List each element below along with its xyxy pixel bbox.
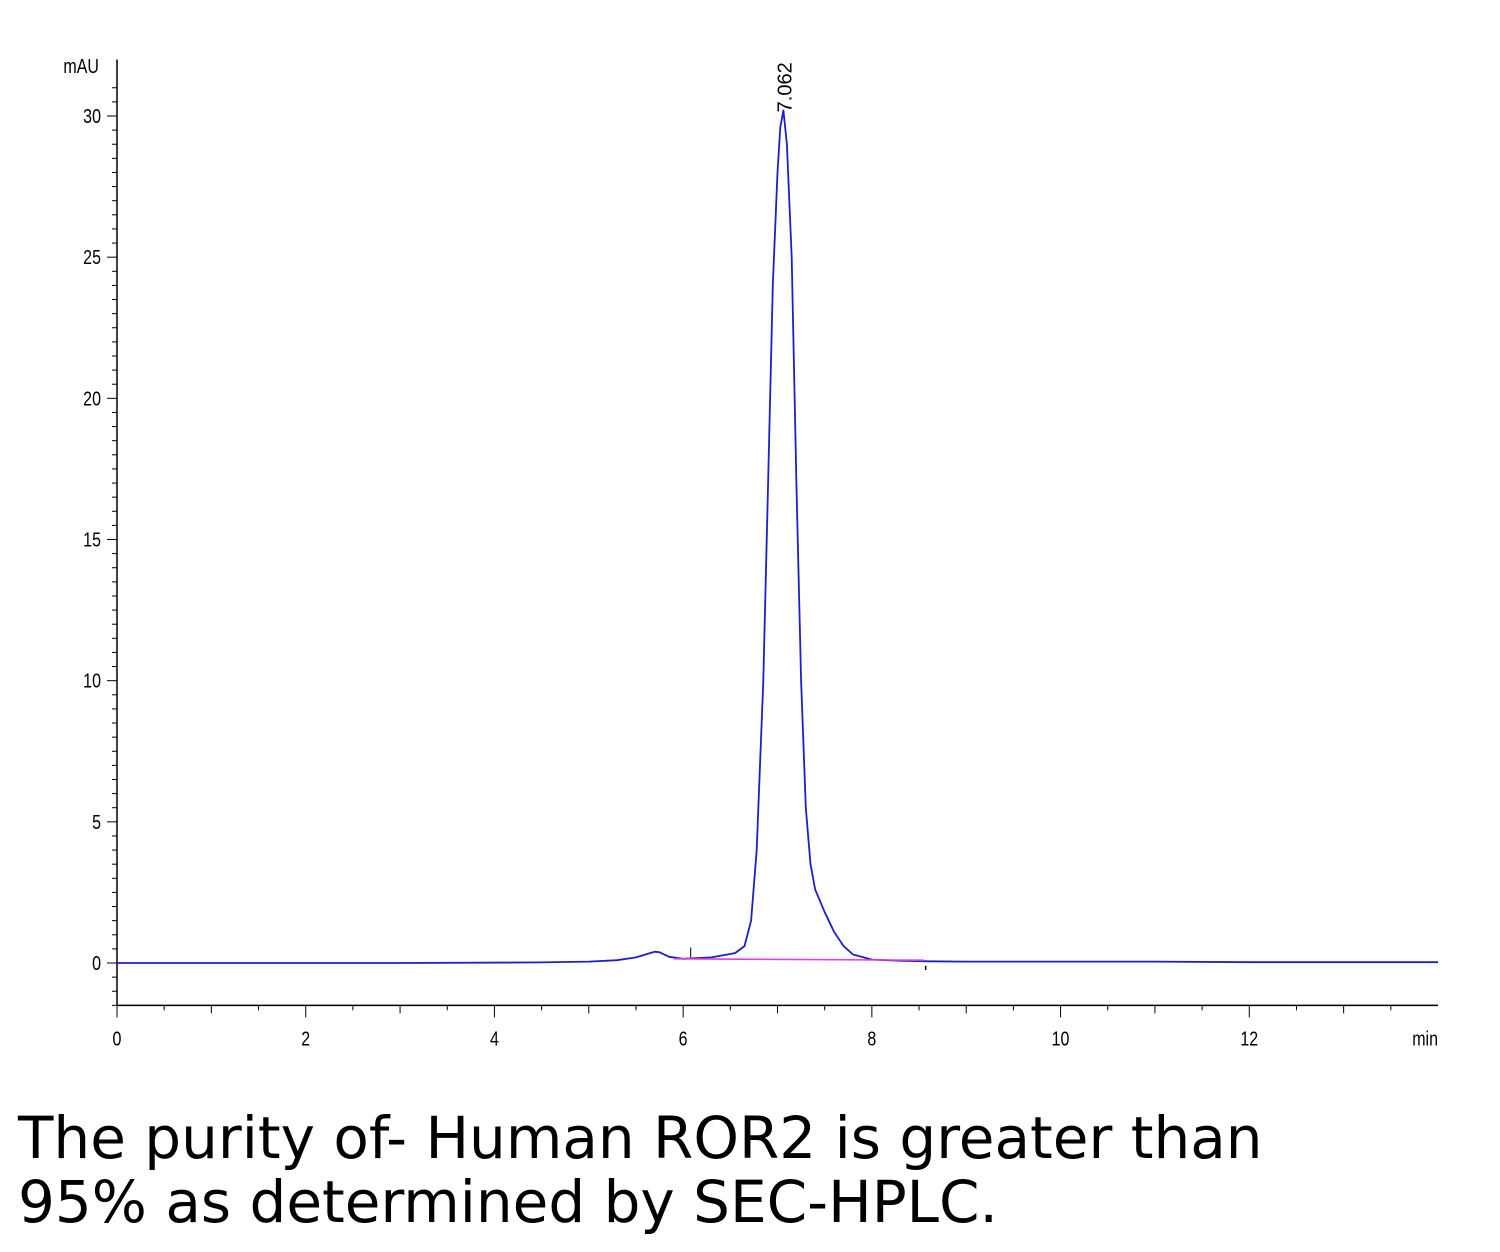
- chromatogram-trace: [117, 109, 1438, 964]
- tick-labels: 0 5 10 15 20 25 30 0 2 4 6 8 10 12 mAU min: [63, 55, 1438, 1049]
- caption: The purity of- Human ROR2 is greater tha…: [18, 1106, 1478, 1234]
- series-group: [117, 109, 1438, 964]
- x-tick-label: 8: [867, 1028, 876, 1050]
- y-tick-label: 10: [83, 670, 101, 692]
- x-tick-label: 6: [679, 1028, 688, 1050]
- y-tick-label: 25: [83, 246, 101, 268]
- axes: [116, 59, 1438, 1007]
- x-tick-label: 0: [113, 1028, 122, 1050]
- y-tick-label: 0: [92, 952, 101, 974]
- y-axis-label: mAU: [63, 55, 99, 77]
- x-tick-label: 10: [1052, 1028, 1070, 1050]
- y-tick-label: 5: [92, 811, 101, 833]
- x-tick-label: 2: [301, 1028, 310, 1050]
- tick-marks: [107, 87, 1392, 1018]
- peak-label: 7.062: [774, 62, 796, 112]
- x-axis-label: min: [1412, 1028, 1438, 1050]
- caption-line-2: 95% as determined by SEC-HPLC.: [18, 1168, 998, 1236]
- y-tick-label: 20: [83, 388, 101, 410]
- y-tick-label: 15: [83, 529, 101, 551]
- annotations: 7.062: [690, 62, 927, 971]
- chromatogram-chart: 0 5 10 15 20 25 30 0 2 4 6 8 10 12 mAU min 7.062: [63, 55, 1438, 1050]
- x-tick-label: 12: [1240, 1028, 1258, 1050]
- caption-line-1: The purity of- Human ROR2 is greater tha…: [18, 1104, 1263, 1172]
- x-tick-label: 4: [490, 1028, 499, 1050]
- baseline-trace: [673, 958, 924, 961]
- y-tick-label: 30: [83, 105, 101, 127]
